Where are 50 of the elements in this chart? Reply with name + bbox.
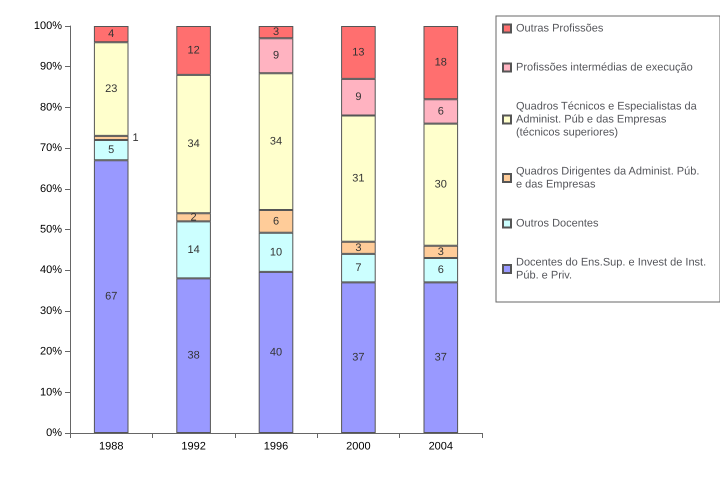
- data-label: 9: [272, 50, 280, 62]
- data-label: 1: [132, 132, 139, 144]
- data-label: 67: [105, 290, 118, 303]
- x-tick-label: 1992: [181, 440, 206, 452]
- y-tick-label: 20%: [40, 346, 62, 358]
- y-tick-label: 70%: [40, 142, 62, 154]
- data-label: 37: [352, 352, 365, 364]
- y-tick-label: 60%: [40, 182, 62, 195]
- data-label: 3: [355, 242, 362, 254]
- data-label: 6: [272, 215, 280, 228]
- data-label: 18: [434, 56, 447, 69]
- legend-label: Outros Docentes: [516, 218, 600, 230]
- data-label: 3: [272, 26, 280, 38]
- legend-label: Quadros Dirigentes da Administ. Púb. e das Empresas: [516, 166, 702, 190]
- data-label: 31: [352, 172, 365, 185]
- data-label: 40: [270, 346, 282, 358]
- data-label: 38: [187, 350, 200, 362]
- y-tick-label: 30%: [40, 304, 62, 317]
- data-label: 37: [434, 352, 447, 364]
- y-tick-label: 80%: [40, 101, 62, 114]
- data-label: 30: [434, 178, 447, 191]
- data-label: 4: [108, 28, 114, 40]
- x-tick-label: 1996: [264, 440, 288, 452]
- data-label: 34: [187, 138, 200, 150]
- data-label: 6: [438, 105, 444, 118]
- data-label: 12: [187, 44, 200, 56]
- y-tick-label: 40%: [40, 264, 62, 276]
- data-label: 3: [438, 246, 444, 258]
- data-label: 7: [355, 262, 362, 274]
- data-label: 23: [105, 83, 118, 96]
- x-tick-label: 1988: [98, 440, 124, 452]
- legend-label: Quadros Técnicos e Especialistas da Administ. Púb e das Empresas (técnicos superiores): [516, 100, 700, 138]
- legend-label: Docentes do Ens.Sup. e Invest de Inst. Púb. e Priv.: [516, 256, 710, 282]
- y-tick-label: 90%: [40, 60, 62, 73]
- legend-label: Profissões intermédias de execução: [516, 62, 693, 74]
- data-label: 6: [438, 264, 444, 276]
- y-tick-label: 100%: [34, 20, 62, 32]
- y-tick-label: 10%: [40, 386, 62, 398]
- y-tick-label: 0%: [46, 427, 62, 439]
- data-label: 13: [352, 46, 365, 58]
- x-tick-label: 2000: [346, 440, 371, 452]
- data-label: 9: [355, 91, 362, 104]
- legend-label: Outras Profissões: [516, 22, 604, 34]
- y-tick-label: 50%: [40, 224, 62, 236]
- data-label: 5: [108, 144, 114, 156]
- data-label: 34: [270, 136, 282, 148]
- data-label: 14: [187, 244, 200, 256]
- data-label: 2: [190, 211, 197, 224]
- data-label: 10: [270, 246, 282, 258]
- x-tick-label: 2004: [428, 440, 454, 452]
